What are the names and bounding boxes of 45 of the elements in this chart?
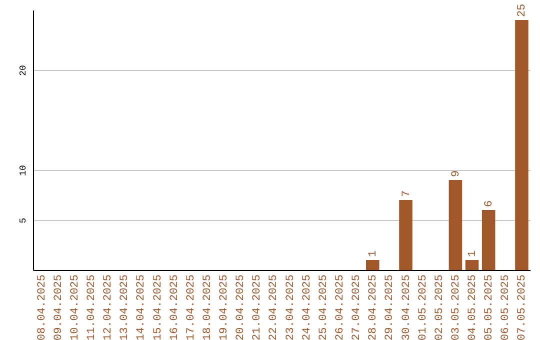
x-tick-label: 05.05.2025	[484, 274, 496, 340]
data-label: 1	[467, 250, 480, 257]
x-tick-label: 06.05.2025	[500, 274, 512, 340]
x-tick-label: 12.04.2025	[102, 274, 115, 340]
x-tick-label: 27.04.2025	[351, 274, 364, 340]
x-tick-label: 07.05.2025	[516, 274, 529, 340]
data-label: 7	[400, 190, 413, 197]
x-tick-label: 11.04.2025	[86, 274, 98, 340]
x-tick-label: 22.04.2025	[268, 274, 280, 340]
x-tick-label: 16.04.2025	[168, 274, 181, 340]
x-tick-label: 09.04.2025	[52, 274, 65, 340]
x-tick-label: 29.04.2025	[384, 274, 396, 340]
bar	[366, 260, 380, 270]
data-label: 6	[484, 200, 496, 207]
y-tick-label: 10	[18, 165, 28, 176]
x-tick-label: 28.04.2025	[368, 274, 380, 340]
x-tick-label: 17.04.2025	[185, 274, 198, 340]
x-tick-label: 03.05.2025	[450, 274, 462, 340]
x-tick-label: 21.04.2025	[252, 274, 264, 340]
x-tick-label: 20.04.2025	[235, 274, 248, 340]
data-label: 1	[368, 250, 380, 257]
x-tick-label: 13.04.2025	[119, 274, 132, 340]
x-tick-label: 14.04.2025	[136, 274, 148, 340]
data-label: 25	[516, 4, 529, 17]
x-tick-label: 26.04.2025	[334, 274, 346, 340]
x-tick-label: 18.04.2025	[202, 274, 214, 340]
y-tick-label: 20	[18, 65, 28, 76]
bar	[482, 210, 496, 270]
x-tick-label: 23.04.2025	[284, 274, 297, 340]
x-tick-label: 19.04.2025	[218, 274, 231, 340]
bar	[448, 180, 462, 270]
y-tick-label: 5	[18, 218, 28, 224]
x-tick-label: 02.05.2025	[434, 274, 446, 340]
bar	[465, 260, 479, 270]
x-tick-label: 04.05.2025	[467, 274, 480, 340]
x-tick-label: 25.04.2025	[318, 274, 330, 340]
x-tick-label: 08.04.2025	[36, 274, 48, 340]
x-tick-label: 10.04.2025	[69, 274, 82, 340]
data-label: 9	[450, 170, 462, 177]
x-tick-label: 24.04.2025	[301, 274, 314, 340]
bar	[399, 200, 412, 270]
bar	[515, 20, 528, 270]
x-tick-label: 30.04.2025	[400, 274, 413, 340]
x-tick-label: 15.04.2025	[152, 274, 164, 340]
x-tick-label: 01.05.2025	[417, 274, 430, 340]
